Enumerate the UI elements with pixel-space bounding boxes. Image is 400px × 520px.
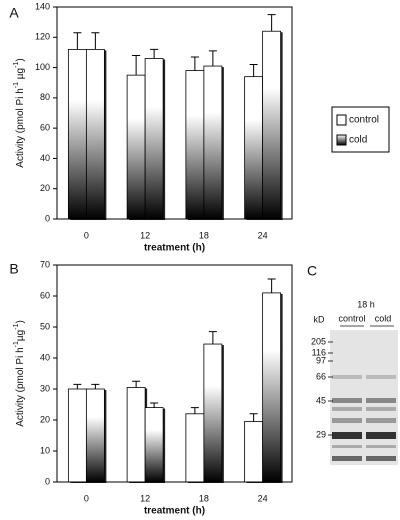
- error-bar: [249, 64, 258, 77]
- x-tick-label: 24: [258, 230, 268, 240]
- lane-label: control: [338, 313, 365, 323]
- y-tick-label: 50: [40, 321, 50, 331]
- y-tick-label: 120: [35, 32, 50, 42]
- x-tick-label: 0: [84, 493, 89, 503]
- error-bar: [190, 56, 199, 71]
- x-tick-label: 12: [140, 230, 150, 240]
- y-axis-label-part: Activity (pmol Pi h: [15, 88, 26, 167]
- error-bar: [91, 383, 100, 389]
- y-tick-label: 40: [40, 153, 50, 163]
- error-bar: [249, 413, 258, 422]
- y-tick-label: 60: [40, 290, 50, 300]
- legend-swatch: [336, 114, 347, 126]
- bar: [203, 343, 223, 483]
- x-tick-label: 18: [199, 230, 209, 240]
- y-axis-label-part: -1: [13, 82, 20, 88]
- legend-swatch: [336, 134, 347, 146]
- bar: [67, 49, 87, 220]
- x-tick-label: 24: [258, 493, 268, 503]
- y-axis-label-part: µg: [15, 330, 26, 341]
- error-bar: [208, 50, 217, 67]
- error-bar: [267, 278, 276, 293]
- lane-label: cold: [375, 313, 392, 323]
- gel-time: 18 h: [357, 299, 375, 309]
- bar: [85, 49, 105, 220]
- error-bar: [132, 54, 141, 76]
- error-bar: [150, 48, 159, 59]
- error-bar: [73, 383, 82, 389]
- error-bar: [208, 331, 217, 345]
- plot-frame: [56, 6, 293, 220]
- bar: [67, 388, 87, 483]
- y-tick-label: 0: [45, 213, 50, 223]
- error-bar: [73, 32, 82, 50]
- bar: [185, 70, 205, 220]
- bar: [144, 58, 164, 220]
- x-tick-label: 0: [84, 230, 89, 240]
- marker-label: 66: [316, 371, 326, 381]
- bar: [144, 407, 164, 483]
- panel-label: B: [9, 261, 18, 277]
- y-tick-label: 80: [40, 92, 50, 102]
- error-bar: [150, 402, 159, 408]
- plot-frame: [56, 264, 293, 483]
- bar: [126, 74, 146, 220]
- x-tick-label: 12: [140, 493, 150, 503]
- y-axis-label-part: µg: [15, 68, 26, 82]
- gel-image: [330, 325, 398, 465]
- y-tick-label: 100: [35, 62, 50, 72]
- legend-label: control: [349, 115, 379, 126]
- error-bar: [91, 32, 100, 50]
- bar: [126, 387, 146, 483]
- y-tick-label: 20: [40, 414, 50, 424]
- marker-label: 97: [316, 355, 326, 365]
- y-axis-label-part: -1: [13, 341, 20, 347]
- y-axis-label-part: Activity (pmol Pi h: [15, 347, 26, 426]
- x-axis-label: treatment (h): [144, 243, 205, 254]
- y-tick-label: 70: [40, 259, 50, 269]
- marker-label: 45: [316, 395, 326, 405]
- bar: [244, 421, 264, 483]
- y-tick-label: 20: [40, 183, 50, 193]
- panel-label: C: [307, 263, 317, 279]
- bar: [203, 65, 223, 220]
- y-tick-label: 40: [40, 352, 50, 362]
- marker-label: 29: [316, 429, 326, 439]
- x-axis-label: treatment (h): [144, 506, 205, 517]
- marker-label: 205: [311, 336, 326, 346]
- error-bar: [132, 380, 141, 388]
- y-tick-label: 140: [35, 1, 50, 11]
- y-axis-label: Activity (pmol Pi h-1µg-1): [13, 320, 25, 427]
- gel-unit: kD: [314, 314, 326, 324]
- bar: [262, 292, 282, 483]
- x-tick-label: 18: [199, 493, 209, 503]
- y-tick-label: 0: [45, 476, 50, 486]
- legend-label: cold: [349, 135, 367, 146]
- bar: [244, 76, 264, 220]
- bar: [262, 30, 282, 220]
- bar: [185, 413, 205, 483]
- y-tick-label: 60: [40, 123, 50, 133]
- panel-label: A: [9, 5, 19, 21]
- y-axis-label: Activity (pmol Pi h-1 µg-1): [13, 58, 25, 167]
- y-axis-label-part: -1: [13, 323, 20, 329]
- y-tick-label: 30: [40, 383, 50, 393]
- y-axis-label-part: ): [15, 320, 26, 323]
- bar: [85, 388, 105, 483]
- y-axis-label-part: ): [15, 58, 26, 61]
- y-tick-label: 10: [40, 445, 50, 455]
- marker-label: 116: [312, 347, 326, 357]
- error-bar: [190, 407, 199, 414]
- error-bar: [267, 14, 276, 32]
- y-axis-label-part: -1: [13, 62, 20, 68]
